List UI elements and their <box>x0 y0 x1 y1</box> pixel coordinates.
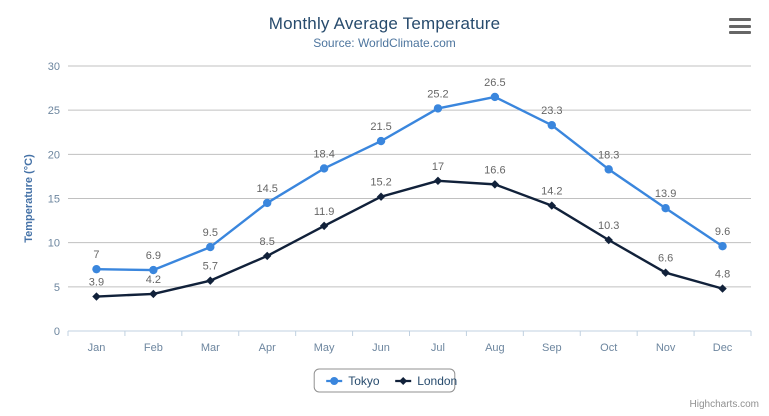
data-label: 10.3 <box>598 220 619 232</box>
y-axis-tick-label: 20 <box>48 149 60 161</box>
data-label: 9.6 <box>715 226 730 238</box>
data-label: 25.2 <box>427 88 448 100</box>
data-point[interactable] <box>149 265 158 275</box>
data-label: 4.8 <box>715 269 730 281</box>
data-point[interactable] <box>547 120 556 130</box>
y-axis-tick-label: 25 <box>48 105 60 117</box>
x-axis-tick-label: Nov <box>656 342 676 354</box>
data-point[interactable] <box>319 164 329 173</box>
data-point[interactable] <box>376 192 386 201</box>
data-point[interactable] <box>263 198 272 208</box>
data-label: 5.7 <box>203 261 218 273</box>
data-point[interactable] <box>149 289 158 299</box>
data-label: 6.6 <box>658 253 673 265</box>
data-point[interactable] <box>206 276 215 285</box>
data-label: 6.9 <box>146 250 161 262</box>
legend-item-london[interactable]: London <box>417 374 457 388</box>
data-label: 23.3 <box>541 105 562 117</box>
legend-box <box>313 368 456 393</box>
legend-item-tokyo[interactable]: Tokyo <box>348 374 380 388</box>
data-point[interactable] <box>433 104 443 113</box>
data-point[interactable] <box>661 268 670 277</box>
data-point[interactable] <box>604 165 613 174</box>
series-line-tokyo <box>96 95 724 272</box>
x-axis-tick-label: Jan <box>88 342 106 354</box>
data-label: 13.9 <box>655 188 676 200</box>
data-point[interactable] <box>490 92 500 102</box>
data-label: 15.2 <box>370 177 391 189</box>
data-label: 16.6 <box>484 164 505 176</box>
data-point[interactable] <box>92 264 101 274</box>
data-point[interactable] <box>490 180 500 189</box>
y-axis-tick-label: 5 <box>54 282 60 294</box>
y-axis-tick-label: 0 <box>54 326 60 338</box>
x-axis-tick-label: Sep <box>542 342 562 354</box>
chart-subtitle: Source: WorldClimate.com <box>313 36 456 50</box>
x-axis-tick-label: Jul <box>431 342 445 354</box>
data-point[interactable] <box>92 292 101 301</box>
data-label: 7 <box>93 249 99 261</box>
y-axis-title: Temperature (°C) <box>23 154 35 243</box>
data-label: 14.2 <box>541 186 562 198</box>
data-point[interactable] <box>206 242 215 252</box>
data-label: 18.3 <box>598 149 619 161</box>
x-axis-tick-label: Mar <box>201 342 220 354</box>
x-axis-tick-label: Oct <box>600 342 617 354</box>
x-axis-tick-label: Feb <box>144 342 163 354</box>
data-label: 21.5 <box>370 121 391 133</box>
x-axis-tick-label: Apr <box>259 342 276 354</box>
y-axis-tick-label: 15 <box>48 194 60 206</box>
legend-marker <box>399 377 408 385</box>
x-axis-tick-label: May <box>314 342 335 354</box>
data-point[interactable] <box>433 176 443 186</box>
x-axis-tick-label: Dec <box>713 342 733 354</box>
data-point[interactable] <box>319 221 329 231</box>
x-axis-tick-label: Aug <box>485 342 505 354</box>
hamburger-menu-icon[interactable] <box>729 16 751 36</box>
data-point[interactable] <box>263 251 272 261</box>
data-label: 14.5 <box>256 183 277 195</box>
x-axis-tick-label: Jun <box>372 342 390 354</box>
data-point[interactable] <box>604 235 613 245</box>
credits-label: Highcharts.com <box>689 399 759 410</box>
data-label: 4.2 <box>146 274 161 286</box>
series-line-london <box>96 179 723 298</box>
data-label: 9.5 <box>203 227 218 239</box>
y-axis-tick-label: 10 <box>48 238 60 250</box>
data-point[interactable] <box>547 201 556 210</box>
menu-bar-1 <box>729 18 751 21</box>
data-point[interactable] <box>718 242 727 251</box>
legend-marker <box>330 377 339 385</box>
y-axis-tick-label: 30 <box>48 61 60 73</box>
data-label: 17 <box>432 161 444 173</box>
data-label: 26.5 <box>484 77 505 89</box>
chart-title: Monthly Average Temperature <box>268 14 501 33</box>
data-point[interactable] <box>718 284 727 293</box>
data-label: 11.9 <box>314 206 335 218</box>
data-point[interactable] <box>376 136 386 146</box>
data-label: 8.5 <box>260 236 275 248</box>
data-label: 18.4 <box>313 148 334 160</box>
menu-bar-3 <box>729 31 751 34</box>
data-point[interactable] <box>661 204 670 213</box>
data-label: 3.9 <box>89 277 104 289</box>
menu-bar-2 <box>729 24 751 28</box>
